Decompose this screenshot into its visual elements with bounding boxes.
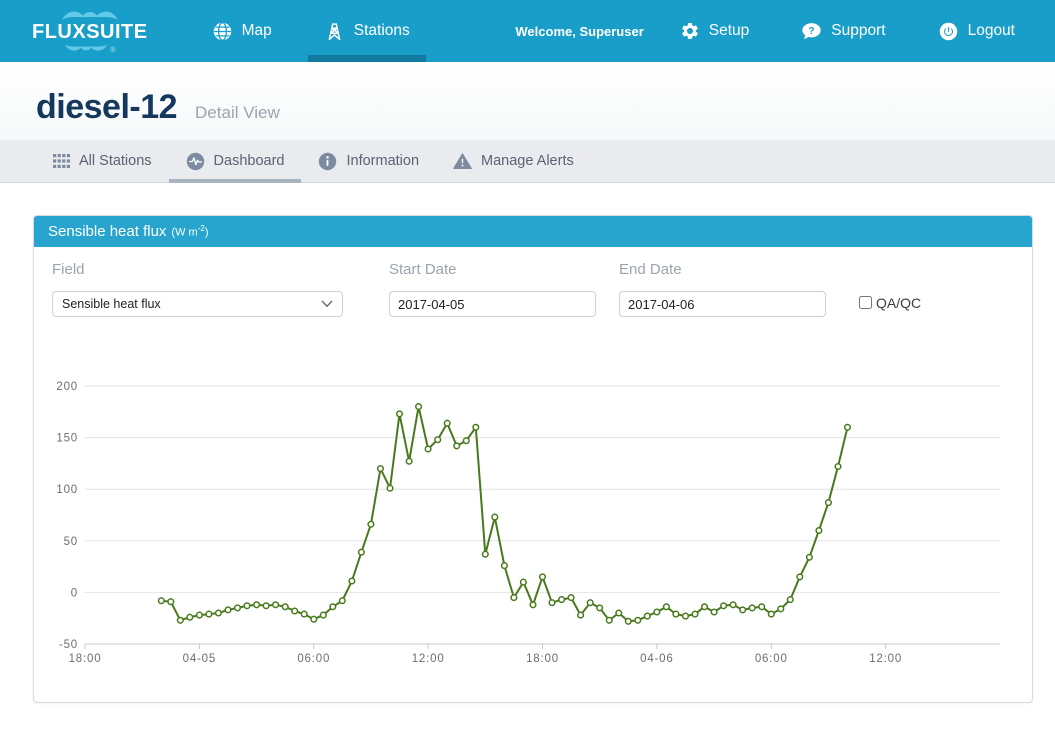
nav-item-label: Setup xyxy=(709,22,750,40)
flux-panel: Sensible heat flux (W m-2) Field Sensibl… xyxy=(33,215,1033,703)
nav-item-map[interactable]: Map xyxy=(186,0,298,62)
nav-active-indicator xyxy=(308,55,426,62)
tab-active-indicator xyxy=(169,179,302,183)
end-date-label: End Date xyxy=(619,261,826,278)
start-date-label: Start Date xyxy=(389,261,596,278)
nav-item-label: Stations xyxy=(354,22,410,40)
svg-text:18:00: 18:00 xyxy=(526,653,559,665)
gear-icon xyxy=(680,21,700,41)
main-content: Sensible heat flux (W m-2) Field Sensibl… xyxy=(0,183,1055,733)
brand-name: FLUXSUITE xyxy=(32,22,148,42)
qaqc-label: QA/QC xyxy=(876,295,921,311)
tab-dashboard[interactable]: Dashboard xyxy=(169,140,302,182)
svg-text:04-06: 04-06 xyxy=(640,653,673,665)
fluxsuite-wave-bottom-icon xyxy=(64,43,108,54)
flux-chart: 200 150 100 50 0 -50 18:00 04-05 06:00 12:00 18:00… xyxy=(52,370,1018,669)
tab-label: Manage Alerts xyxy=(481,153,574,169)
station-tabbar: All Stations Dashboard Information Manag… xyxy=(0,140,1055,183)
flux-chart-area: 200 150 100 50 0 -50 18:00 04-05 06:00 12:00 18:00… xyxy=(52,370,1018,674)
svg-text:?: ? xyxy=(809,25,815,36)
welcome-text: Welcome, Superuser xyxy=(515,24,643,39)
tab-manage-alerts[interactable]: Manage Alerts xyxy=(436,140,591,182)
registered-mark: ® xyxy=(110,47,115,54)
info-icon xyxy=(318,152,337,171)
nav-item-setup[interactable]: Setup xyxy=(654,0,776,62)
svg-text:100: 100 xyxy=(56,484,78,496)
chevron-down-icon xyxy=(321,300,333,308)
svg-text:150: 150 xyxy=(56,433,78,445)
field-select-value: Sensible heat flux xyxy=(62,297,321,311)
field-label: Field xyxy=(52,261,343,278)
svg-text:18:00: 18:00 xyxy=(69,653,102,665)
svg-text:-50: -50 xyxy=(59,639,78,651)
qaqc-toggle[interactable]: QA/QC xyxy=(859,288,921,317)
end-date-input[interactable] xyxy=(619,291,826,317)
svg-text:12:00: 12:00 xyxy=(412,653,445,665)
panel-units: (W m-2) xyxy=(171,224,208,239)
field-select[interactable]: Sensible heat flux xyxy=(52,291,343,317)
svg-text:04-05: 04-05 xyxy=(183,653,216,665)
svg-text:06:00: 06:00 xyxy=(297,653,330,665)
qaqc-checkbox[interactable] xyxy=(859,296,872,309)
svg-text:12:00: 12:00 xyxy=(869,653,902,665)
tower-icon xyxy=(324,21,345,42)
page-subtitle: Detail View xyxy=(195,103,280,123)
page-header: diesel-12 Detail View xyxy=(0,62,1055,140)
svg-text:0: 0 xyxy=(71,587,78,599)
panel-title: Sensible heat flux xyxy=(48,223,166,240)
nav-item-logout[interactable]: Logout xyxy=(912,0,1041,62)
power-icon xyxy=(938,21,959,42)
svg-text:06:00: 06:00 xyxy=(755,653,788,665)
start-date-input[interactable] xyxy=(389,291,596,317)
tab-label: Information xyxy=(346,153,419,169)
panel-header: Sensible heat flux (W m-2) xyxy=(34,216,1032,247)
nav-item-label: Logout xyxy=(968,22,1015,40)
tab-information[interactable]: Information xyxy=(301,140,436,182)
page-title: diesel-12 xyxy=(36,88,177,127)
tab-label: All Stations xyxy=(79,153,152,169)
grid-icon xyxy=(53,154,70,168)
help-bubble-icon: ? xyxy=(801,21,822,42)
nav-item-label: Support xyxy=(831,22,885,40)
nav-item-stations[interactable]: Stations xyxy=(298,0,436,62)
nav-item-support[interactable]: ? Support xyxy=(775,0,911,62)
tab-label: Dashboard xyxy=(214,153,285,169)
top-navbar: FLUXSUITE ® Map xyxy=(0,0,1055,62)
nav-item-label: Map xyxy=(242,22,272,40)
fluxsuite-logo[interactable]: FLUXSUITE ® xyxy=(32,8,148,54)
globe-icon xyxy=(212,21,233,42)
tab-all-stations[interactable]: All Stations xyxy=(36,140,169,182)
svg-text:200: 200 xyxy=(56,381,78,393)
svg-text:50: 50 xyxy=(64,536,78,548)
waveform-icon xyxy=(186,152,205,171)
fluxsuite-wave-top-icon xyxy=(61,8,119,21)
alert-triangle-icon xyxy=(453,152,472,171)
